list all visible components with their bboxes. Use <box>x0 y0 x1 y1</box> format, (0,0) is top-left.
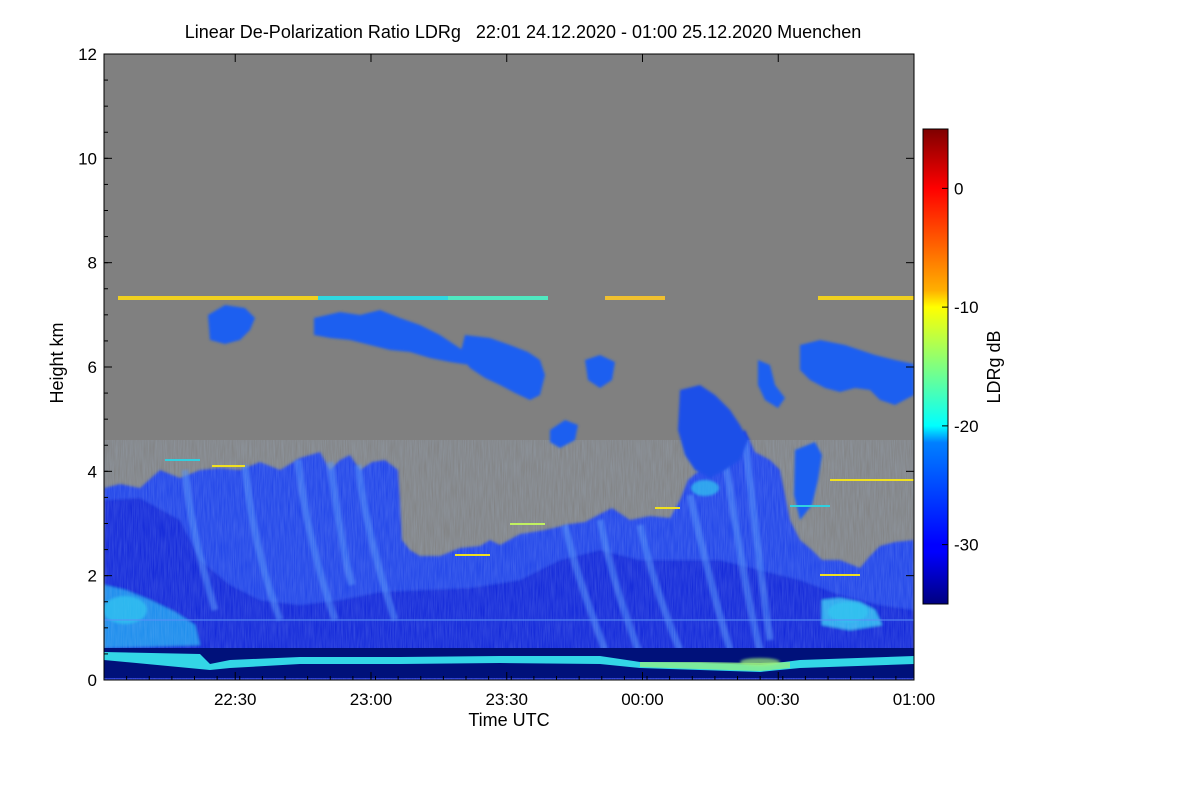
cloud-6km-west <box>314 310 480 365</box>
cloud-6km-center-right <box>585 355 615 388</box>
texture-overlay <box>104 440 914 680</box>
cloud-4-5km-left <box>550 420 578 448</box>
ice-layer-7km <box>118 296 914 300</box>
y-tick-label: 8 <box>88 254 97 273</box>
x-tick-label: 01:00 <box>893 690 936 709</box>
colorbar: 0 -10 -20 -30 LDRg dB <box>922 128 1004 605</box>
trace-lines <box>104 459 914 621</box>
y-axis: 0 2 4 6 8 10 12 <box>78 45 914 690</box>
cloud-5km-tower <box>678 385 748 478</box>
colorbar-tick-label: -30 <box>954 536 979 555</box>
x-tick-label: 23:00 <box>350 690 393 709</box>
x-axis-label: Time UTC <box>468 710 549 730</box>
y-tick-label: 12 <box>78 45 97 64</box>
y-tick-label: 4 <box>88 462 97 481</box>
colorbar-tick-label: 0 <box>954 179 963 198</box>
cloud-6km-east-small <box>758 360 785 408</box>
cloud-4km-patch <box>794 442 822 520</box>
cloud-6km-small <box>208 305 255 344</box>
plot-area <box>104 54 914 680</box>
mid-level-clouds <box>208 305 914 520</box>
colorbar-ticks: 0 -10 -20 -30 <box>942 179 979 555</box>
bright-patches <box>104 480 868 666</box>
y-tick-label: 0 <box>88 671 97 690</box>
x-tick-label: 23:30 <box>485 690 528 709</box>
colorbar-tick-label: -20 <box>954 417 979 436</box>
x-axis: 22:30 23:00 23:30 00:00 00:30 01:00 <box>103 54 936 709</box>
colorbar-tick-label: -10 <box>954 298 979 317</box>
x-tick-label: 22:30 <box>214 690 257 709</box>
cloud-6km-center <box>460 335 545 400</box>
chart-title: Linear De-Polarization Ratio LDRg 22:01 … <box>185 22 861 42</box>
y-tick-label: 10 <box>78 149 97 168</box>
y-axis-label: Height km <box>47 322 67 403</box>
x-tick-label: 00:00 <box>621 690 664 709</box>
y-tick-label: 2 <box>88 567 97 586</box>
colorbar-gradient <box>922 128 949 605</box>
y-tick-label: 6 <box>88 358 97 377</box>
colorbar-label: LDRg dB <box>984 330 1004 403</box>
x-tick-label: 00:30 <box>757 690 800 709</box>
cloud-6km-east <box>800 340 914 405</box>
